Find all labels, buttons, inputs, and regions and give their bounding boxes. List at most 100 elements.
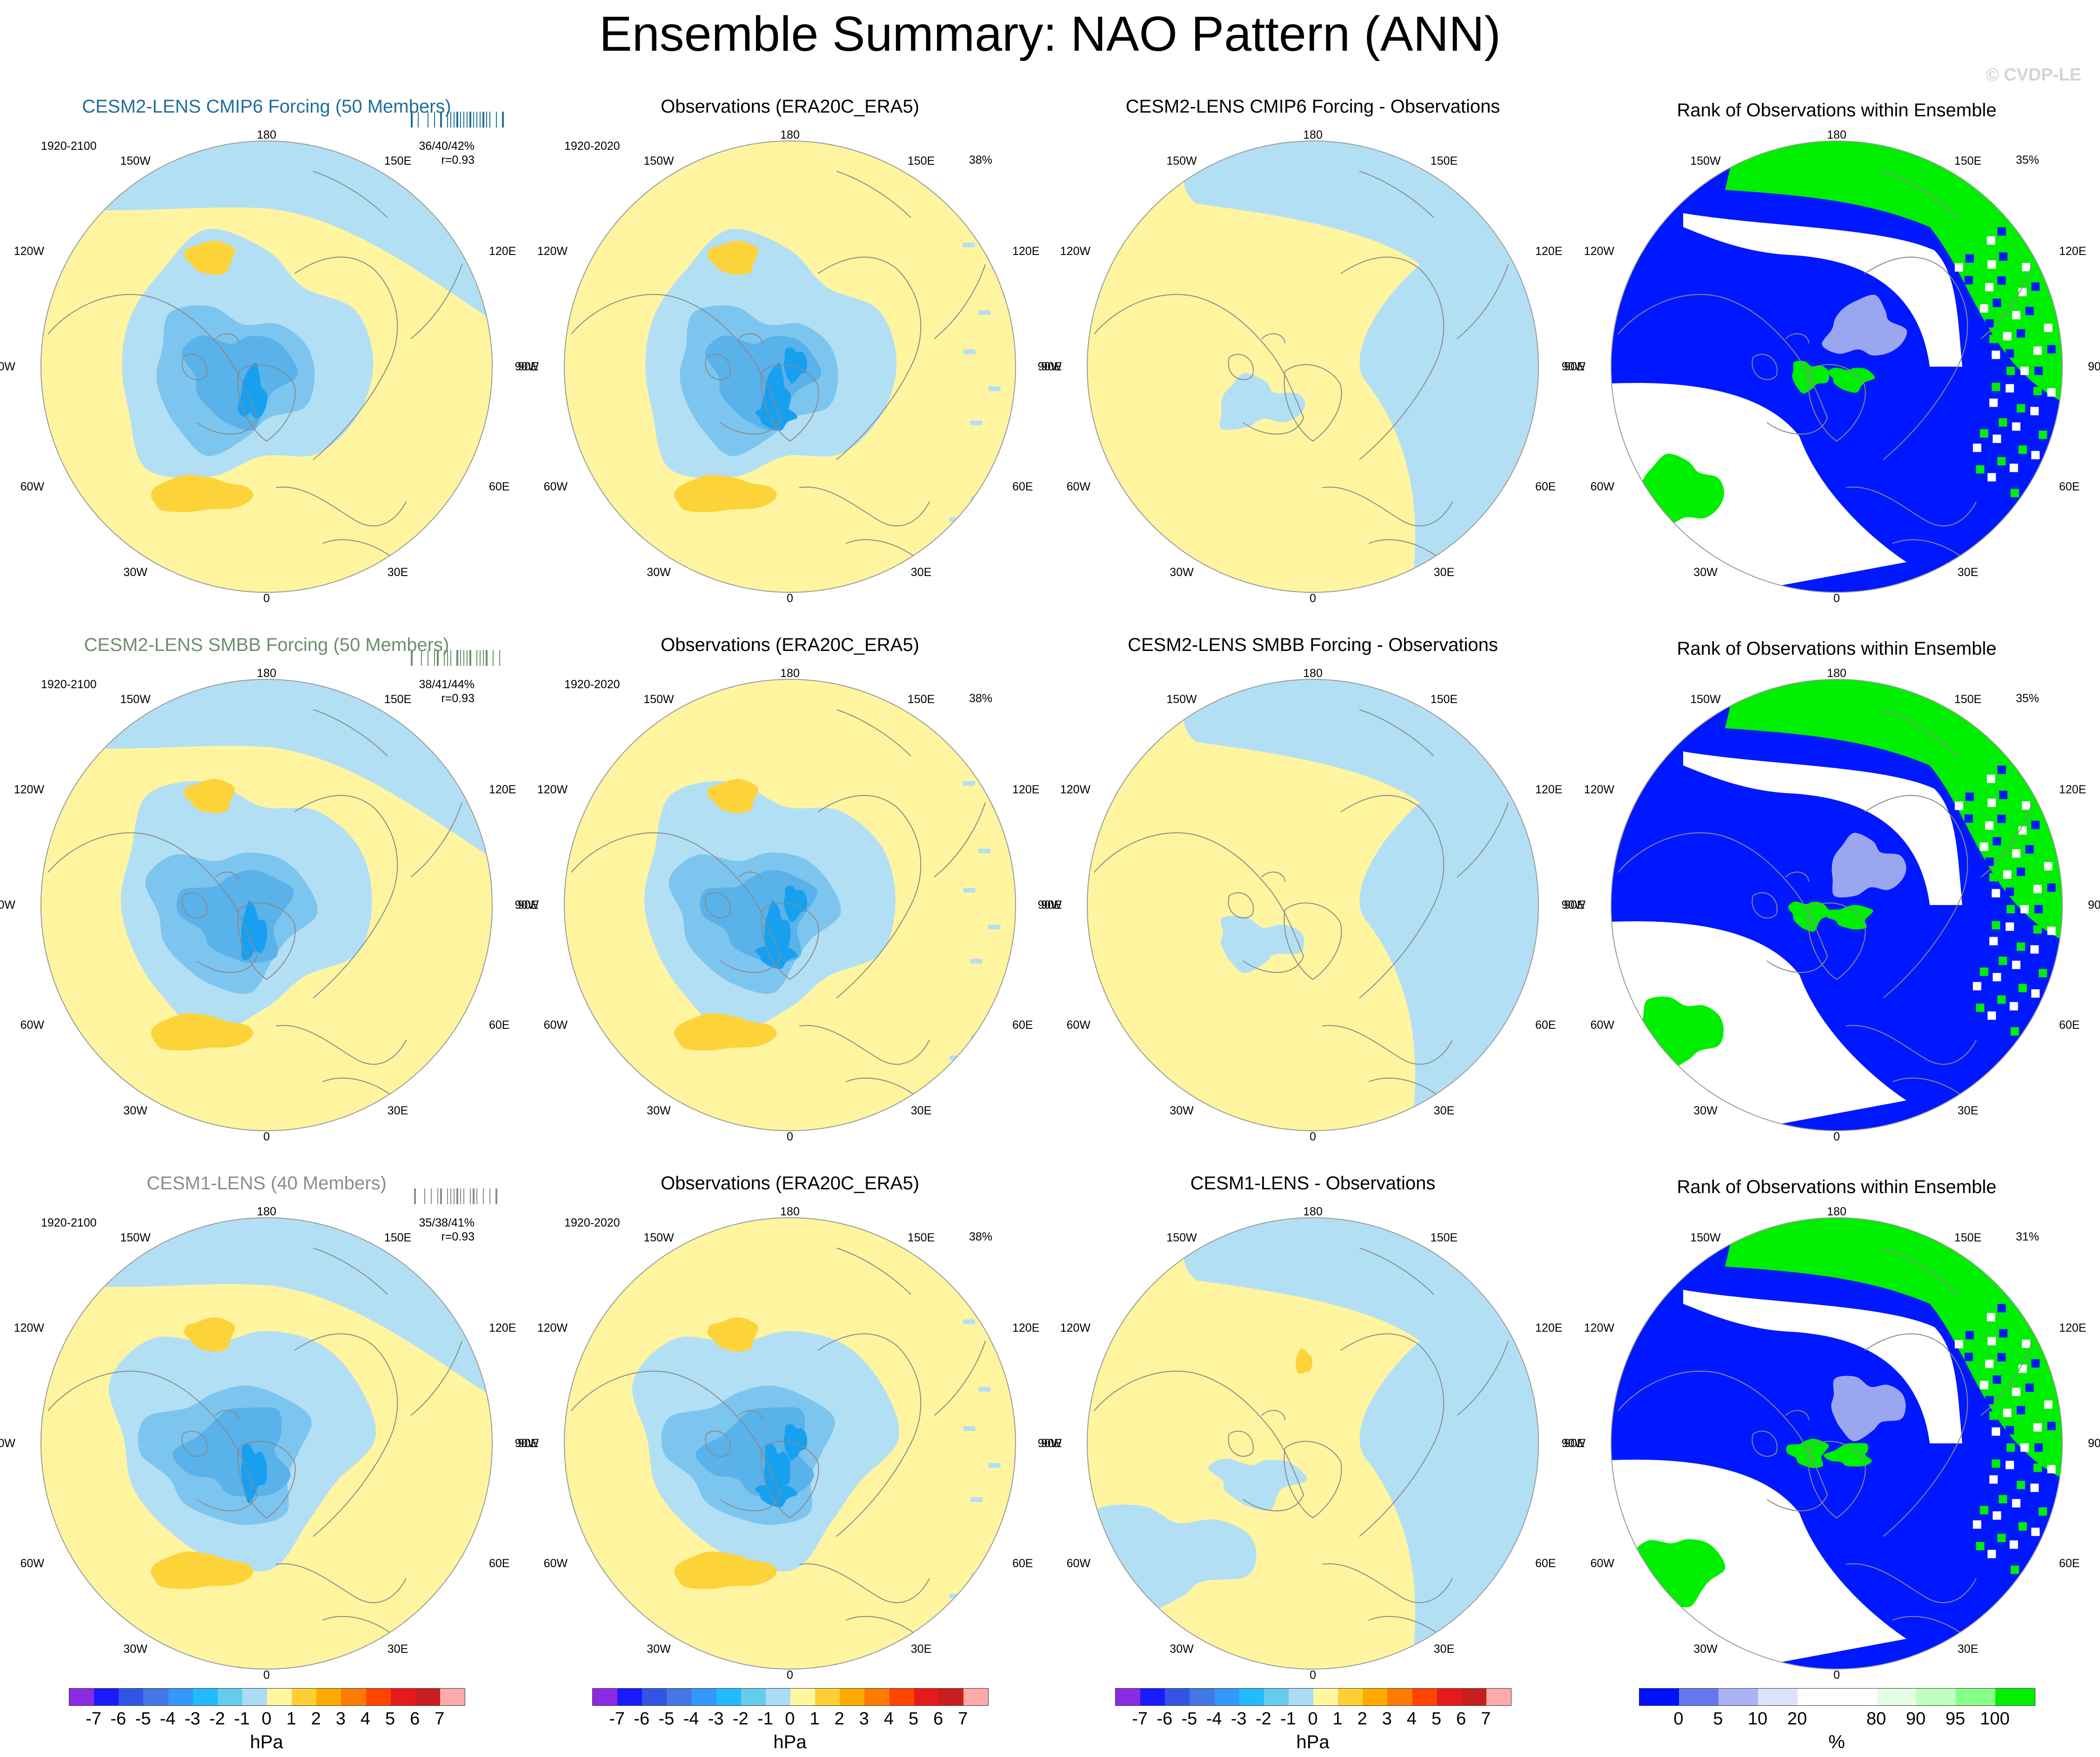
colorbar-swatch <box>741 1689 766 1705</box>
obs-panel-2-map <box>564 1217 1016 1670</box>
rank-lon-label: 30E <box>1957 566 1979 579</box>
colorbar-swatch <box>143 1689 168 1705</box>
rank-lon-label: 120E <box>2059 245 2087 258</box>
diff-lon-label: 30E <box>1433 566 1455 579</box>
diff-lon-label: 60E <box>1535 480 1556 493</box>
obs-lon-label: 30W <box>647 566 671 579</box>
obs-period: 1920-2020 <box>564 678 620 691</box>
colorbar-tick-label: 4 <box>883 1709 894 1729</box>
rank-lon-label: 0 <box>1833 592 1840 605</box>
obs-lon-label: 30W <box>647 1104 671 1117</box>
rank-panel-title: Rank of Observations within Ensemble <box>1677 100 1997 121</box>
colorbar-swatch <box>1313 1689 1338 1705</box>
colorbar-swatch <box>94 1689 119 1705</box>
obs-lon-label: 150E <box>907 693 935 706</box>
colorbar-swatch <box>366 1689 391 1705</box>
diff-lon-label: 150E <box>1430 693 1458 706</box>
colorbar-tick-label: 80 <box>1866 1709 1886 1729</box>
colorbar-tick-label: 10 <box>1747 1709 1768 1729</box>
diff-lon-label: 60W <box>1066 480 1090 493</box>
colorbar-swatch <box>440 1689 465 1705</box>
diff-lon-label: 90E <box>1564 360 1585 373</box>
rank-lon-label: 150E <box>1954 693 1982 706</box>
model-lon-label: 30W <box>123 1104 147 1117</box>
model-lon-label: 30E <box>387 566 408 579</box>
diff-lon-label: 150W <box>1166 1231 1197 1244</box>
colorbar-swatch <box>1165 1689 1190 1705</box>
model-lon-label: 150E <box>384 1231 412 1244</box>
diff-panel-title: CESM1-LENS - Observations <box>1190 1173 1436 1194</box>
model-lon-label: 0 <box>263 1130 270 1143</box>
colorbar-tick-label: 1 <box>286 1709 296 1729</box>
rank-percent: 35% <box>2016 154 2040 167</box>
colorbar-tick-label: -7 <box>609 1709 625 1729</box>
obs-lon-label: 120E <box>1012 245 1040 258</box>
colorbar-tick-label: 7 <box>435 1709 445 1729</box>
colorbar-tick-label: -3 <box>1231 1709 1247 1729</box>
ensemble-spread-rug <box>414 1188 497 1204</box>
model-lon-label: 150E <box>384 154 412 168</box>
colorbar-swatch <box>840 1689 865 1705</box>
diff-lon-label: 30W <box>1170 1104 1194 1117</box>
colorbar-tick-label: -2 <box>1255 1709 1271 1729</box>
obs-lon-label: 120E <box>1012 783 1040 796</box>
obs-lon-label: 90W <box>515 1437 539 1450</box>
rank-lon-label: 30E <box>1957 1104 1979 1117</box>
colorbar-tick-label: -6 <box>1157 1709 1173 1729</box>
rank-lon-label: 150E <box>1954 154 1982 168</box>
rank-lon-label: 90E <box>2088 1437 2100 1450</box>
colorbar-swatch <box>1116 1689 1141 1705</box>
rank-panel-title: Rank of Observations within Ensemble <box>1677 1177 1997 1197</box>
rank-lon-label: 150W <box>1690 1231 1721 1244</box>
colorbar-swatch <box>1461 1689 1486 1705</box>
colorbar-tick-label: -3 <box>708 1709 724 1729</box>
model-lon-label: 180 <box>257 128 276 141</box>
model-correlation: r=0.93 <box>441 692 475 705</box>
obs-lon-label: 60W <box>543 480 568 493</box>
model-lon-label: 90E <box>518 360 539 373</box>
obs-lon-label: 120W <box>537 783 568 796</box>
model-lon-label: 30W <box>123 566 147 579</box>
model-lon-label: 90W <box>0 1437 15 1450</box>
rank-panel-0-map <box>1611 141 2063 593</box>
diff-lon-label: 30W <box>1170 566 1194 579</box>
colorbar-swatch <box>341 1689 366 1705</box>
colorbar-unit: % <box>1828 1732 1845 1752</box>
model-lon-label: 30E <box>387 1104 408 1117</box>
model-lon-label: 150E <box>384 693 412 706</box>
colorbar-tick-label: 1 <box>1332 1709 1343 1729</box>
colorbar-tick-label: 90 <box>1906 1709 1926 1729</box>
model-lon-label: 60E <box>489 480 510 493</box>
colorbar-tick-label: -2 <box>209 1709 225 1729</box>
model-lon-label: 60W <box>20 1019 44 1032</box>
rank-lon-label: 60E <box>2059 1019 2080 1032</box>
colorbar-tick-label: -4 <box>683 1709 699 1729</box>
model-lon-label: 150W <box>120 1231 151 1244</box>
rank-lon-label: 30W <box>1693 566 1718 579</box>
colorbar-swatch <box>1412 1689 1437 1705</box>
hpa-colorbar <box>1115 1688 1511 1706</box>
diff-panel-1-map <box>1087 679 1539 1131</box>
rank-lon-label: 120W <box>1584 783 1614 796</box>
colorbar-tick-label: -3 <box>184 1709 201 1729</box>
diff-lon-label: 30E <box>1433 1643 1455 1656</box>
colorbar-tick-label: 4 <box>360 1709 371 1729</box>
rank-lon-label: 120W <box>1584 1321 1614 1335</box>
model-panel-1-map <box>40 679 493 1131</box>
model-period: 1920-2100 <box>41 678 97 691</box>
diff-lon-label: 60E <box>1535 1019 1556 1032</box>
colorbar-tick-label: 100 <box>1980 1709 2010 1729</box>
colorbar-swatch <box>1837 1689 1877 1705</box>
obs-lon-label: 120E <box>1012 1321 1040 1335</box>
model-correlation: r=0.93 <box>441 1230 475 1243</box>
obs-lon-label: 30E <box>910 1643 932 1656</box>
colorbar-swatch <box>617 1689 642 1705</box>
colorbar-swatch <box>765 1689 790 1705</box>
colorbar-swatch <box>1437 1689 1462 1705</box>
model-lon-label: 120E <box>489 1321 516 1335</box>
diff-panel-0-map <box>1087 141 1539 593</box>
colorbar-tick-label: -1 <box>1280 1709 1296 1729</box>
colorbar-swatch <box>1190 1689 1215 1705</box>
hpa-colorbar <box>592 1688 989 1706</box>
page-title: Ensemble Summary: NAO Pattern (ANN) <box>599 7 1501 61</box>
